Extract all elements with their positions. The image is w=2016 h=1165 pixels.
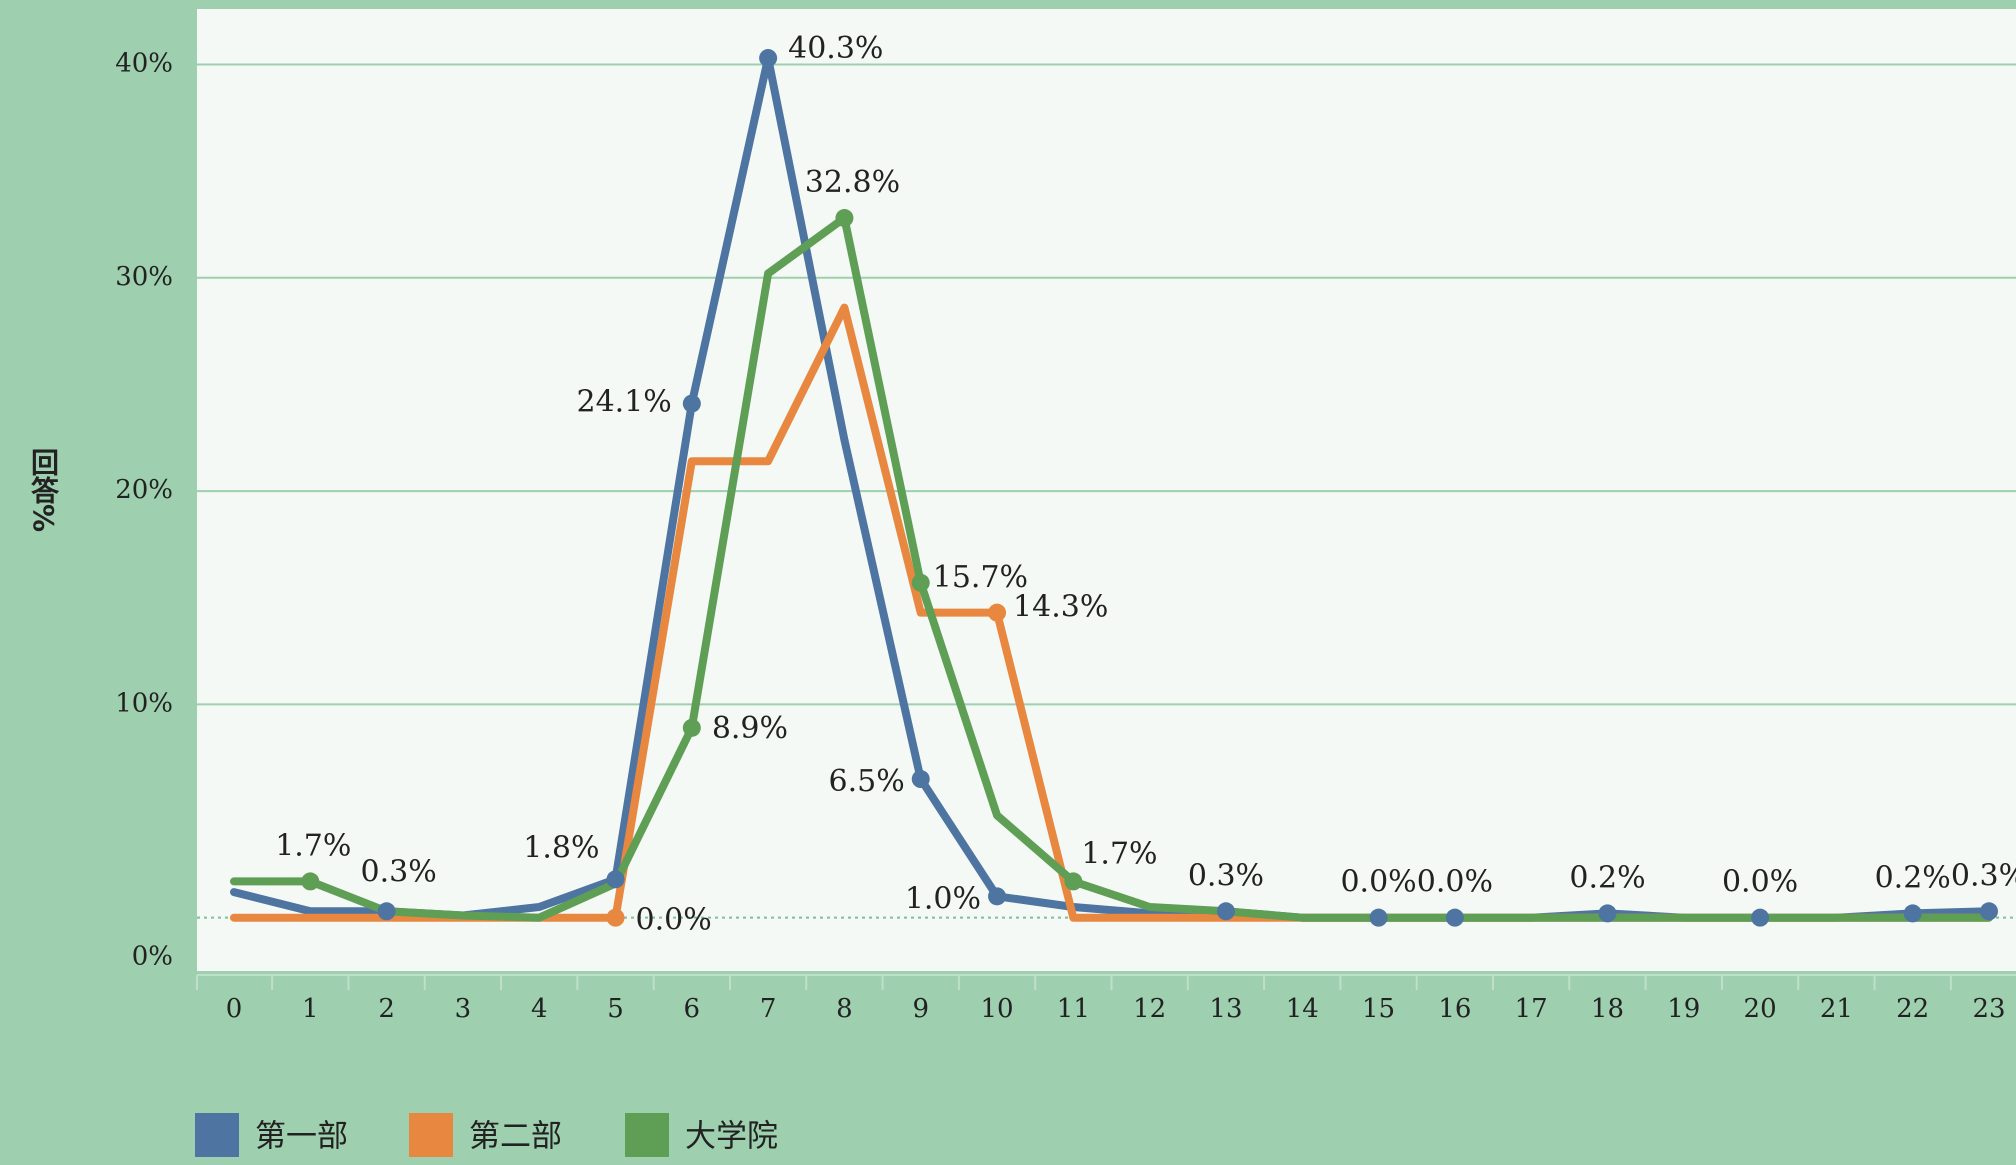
y-tick-label: 30% — [115, 262, 173, 292]
x-tick-label: 20 — [1744, 994, 1777, 1024]
legend-label: 第二部 — [469, 1119, 562, 1155]
x-tick-label: 1 — [302, 994, 319, 1024]
data-label: 0.0% — [1340, 865, 1416, 900]
x-tick-label: 4 — [531, 994, 548, 1024]
data-point — [1445, 908, 1464, 927]
x-tick-label: 23 — [1972, 994, 2005, 1024]
legend-swatch — [625, 1113, 669, 1157]
y-axis-label: 回答% — [27, 448, 60, 532]
data-point — [1751, 908, 1770, 927]
data-label: 1.0% — [905, 881, 981, 916]
x-tick-label: 10 — [980, 994, 1013, 1024]
data-label: 24.1% — [577, 385, 672, 420]
x-tick-label: 13 — [1209, 994, 1242, 1024]
data-point — [377, 902, 396, 921]
legend-swatch — [195, 1113, 239, 1157]
data-point — [911, 573, 930, 592]
x-tick-label: 21 — [1820, 994, 1853, 1024]
x-tick-label: 16 — [1438, 994, 1471, 1024]
legend-label: 大学院 — [685, 1119, 778, 1155]
data-label: 1.7% — [1081, 836, 1157, 871]
data-label: 0.2% — [1569, 860, 1645, 895]
data-point — [1064, 872, 1083, 891]
x-tick-label: 18 — [1591, 994, 1624, 1024]
y-tick-label: 20% — [115, 475, 173, 505]
x-tick-label: 5 — [607, 994, 624, 1024]
data-label: 32.8% — [805, 165, 900, 200]
data-point — [301, 872, 320, 891]
data-point — [1216, 902, 1235, 921]
data-label: 15.7% — [933, 560, 1028, 595]
data-label: 1.7% — [275, 828, 351, 863]
x-tick-label: 15 — [1362, 994, 1395, 1024]
data-point — [1980, 902, 1998, 921]
x-tick-label: 19 — [1667, 994, 1700, 1024]
x-tick-label: 3 — [455, 994, 472, 1024]
x-tick-label: 8 — [836, 994, 853, 1024]
data-point — [606, 908, 625, 927]
x-tick-label: 9 — [912, 994, 929, 1024]
x-tick-label: 14 — [1286, 994, 1319, 1024]
y-tick-label: 10% — [115, 688, 173, 718]
data-point — [759, 49, 778, 68]
data-label: 0.2% — [1875, 860, 1951, 895]
data-label: 6.5% — [829, 764, 905, 799]
legend-swatch — [409, 1113, 453, 1157]
data-point — [606, 870, 625, 889]
x-tick-label: 6 — [684, 994, 701, 1024]
data-point — [911, 770, 930, 789]
data-label: 0.0% — [1417, 865, 1493, 900]
data-label: 8.9% — [712, 711, 788, 746]
plot-area — [197, 9, 2016, 971]
data-point — [835, 209, 854, 228]
data-label: 0.0% — [1722, 865, 1798, 900]
y-tick-label: 40% — [115, 48, 173, 78]
x-tick-label: 7 — [760, 994, 777, 1024]
data-label: 0.3% — [360, 854, 436, 889]
x-tick-label: 2 — [378, 994, 395, 1024]
x-tick-label: 0 — [226, 994, 243, 1024]
x-tick-label: 11 — [1057, 994, 1090, 1024]
x-tick-label: 12 — [1133, 994, 1166, 1024]
data-point — [1903, 904, 1922, 923]
x-tick-label: 17 — [1515, 994, 1548, 1024]
data-label: 0.3% — [1951, 858, 2016, 893]
data-label: 0.3% — [1188, 858, 1264, 893]
data-label: 40.3% — [788, 31, 883, 66]
data-point — [682, 394, 701, 413]
legend-label: 第一部 — [255, 1119, 348, 1155]
data-label: 0.0% — [636, 903, 712, 938]
data-point — [1369, 908, 1388, 927]
y-tick-label: 0% — [132, 942, 173, 972]
x-tick-label: 22 — [1896, 994, 1929, 1024]
data-point — [682, 718, 701, 737]
data-point — [1598, 904, 1617, 923]
data-label: 1.8% — [523, 830, 599, 865]
series-line — [230, 214, 1993, 922]
data-point — [988, 887, 1007, 906]
data-point — [988, 603, 1007, 622]
data-label: 14.3% — [1013, 590, 1108, 625]
